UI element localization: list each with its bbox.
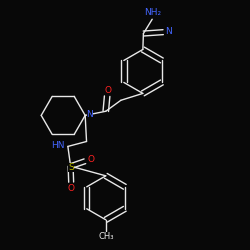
Text: O: O (88, 156, 94, 164)
Text: NH₂: NH₂ (144, 8, 162, 16)
Text: S: S (68, 162, 74, 172)
Text: O: O (68, 184, 75, 193)
Text: CH₃: CH₃ (98, 232, 114, 241)
Text: N: N (86, 110, 93, 119)
Text: HN: HN (51, 141, 64, 150)
Text: O: O (104, 86, 111, 94)
Text: N: N (165, 27, 172, 36)
